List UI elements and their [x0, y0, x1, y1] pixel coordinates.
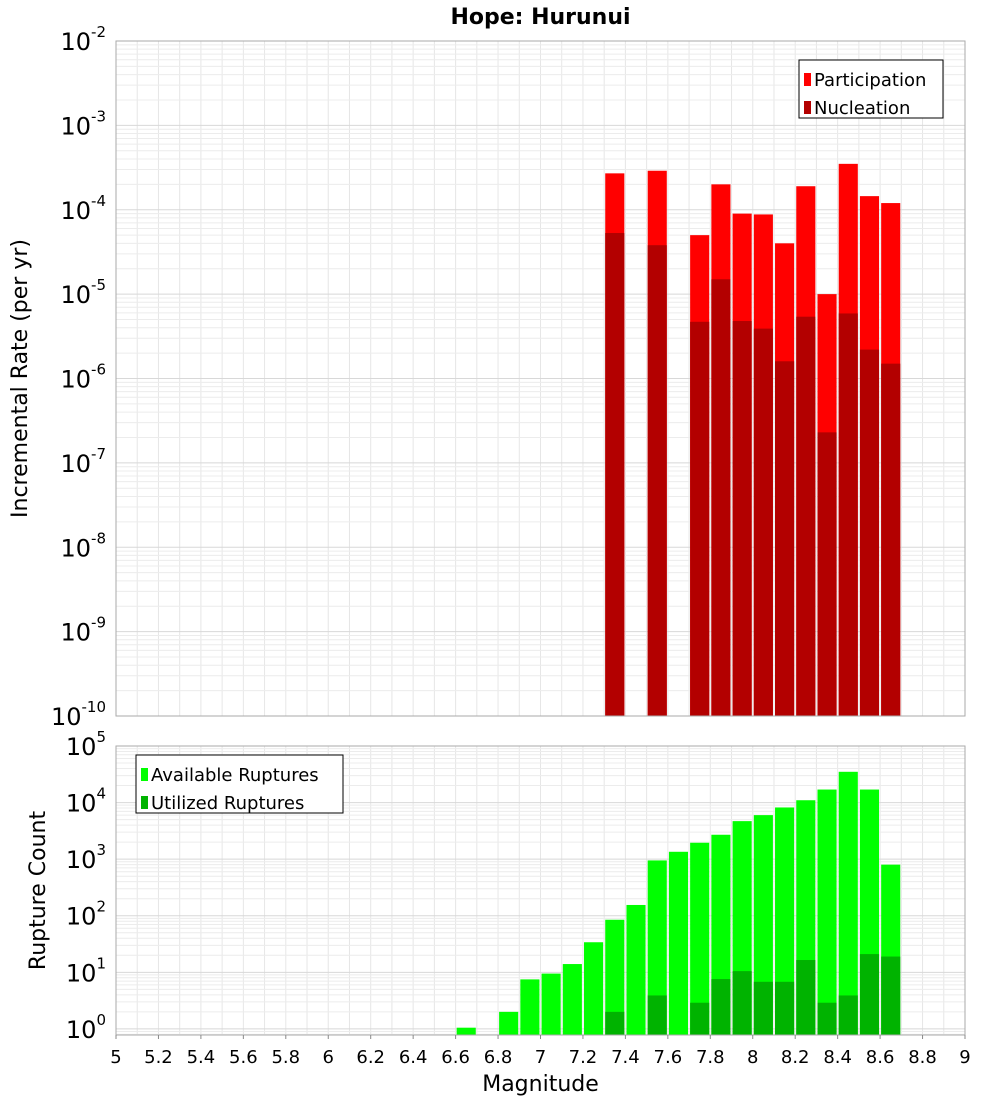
x-tick-label: 8.6 [866, 1047, 895, 1068]
bar-nucleation [881, 363, 901, 716]
legend-bottom-swatch [141, 796, 148, 809]
bar-nucleation [817, 432, 837, 716]
x-tick-label: 5 [110, 1047, 121, 1068]
bar-nucleation [605, 233, 625, 716]
y-axis-label: Rupture Count [26, 811, 51, 971]
y-tick-label: 101 [66, 954, 106, 987]
y-tick-label: 103 [66, 841, 106, 874]
y-tick-label: 10-2 [60, 23, 106, 56]
x-tick-label: 7 [535, 1047, 546, 1068]
bar-available-ruptures [520, 979, 540, 1035]
y-tick-label: 10-4 [60, 192, 106, 225]
x-axis-label: Magnitude [482, 1072, 599, 1097]
bar-utilized-ruptures [711, 979, 731, 1035]
bar-nucleation [647, 245, 667, 717]
bar-utilized-ruptures [605, 1011, 625, 1035]
bar-available-ruptures [541, 973, 561, 1035]
y-axis-label: Incremental Rate (per yr) [8, 239, 33, 518]
x-tick-label: 5.6 [229, 1047, 258, 1068]
legend-bottom-swatch [141, 768, 148, 781]
bar-available-ruptures [647, 860, 667, 1035]
y-tick-label: 100 [66, 1011, 106, 1044]
x-tick-label: 9 [959, 1047, 970, 1068]
bar-utilized-ruptures [775, 981, 795, 1035]
bar-available-ruptures [499, 1011, 519, 1035]
bar-utilized-ruptures [647, 995, 667, 1035]
legend-top-label: Nucleation [814, 98, 910, 119]
x-tick-label: 8.8 [908, 1047, 937, 1068]
bar-utilized-ruptures [838, 995, 858, 1035]
legend-top-swatch [804, 73, 811, 86]
y-tick-label: 10-8 [60, 529, 106, 562]
x-tick-label: 8.4 [823, 1047, 852, 1068]
bar-available-ruptures [562, 964, 582, 1035]
x-tick-label: 6.4 [399, 1047, 428, 1068]
bar-nucleation [838, 313, 858, 716]
bar-nucleation [753, 328, 773, 716]
bar-utilized-ruptures [796, 960, 816, 1035]
x-tick-label: 8.2 [781, 1047, 810, 1068]
bar-utilized-ruptures [859, 954, 880, 1035]
bar-available-ruptures [753, 815, 773, 1035]
y-tick-label: 10-10 [51, 698, 106, 731]
y-tick-label: 105 [66, 728, 106, 761]
bar-nucleation [711, 279, 731, 716]
y-tick-label: 10-6 [60, 361, 106, 394]
y-tick-label: 10-9 [60, 614, 106, 647]
x-tick-label: 6.8 [484, 1047, 513, 1068]
bar-available-ruptures [775, 807, 795, 1035]
bar-available-ruptures [626, 904, 646, 1035]
plot-frame-0 [115, 40, 966, 717]
x-tick-label: 5.8 [271, 1047, 300, 1068]
x-tick-label: 7.2 [569, 1047, 598, 1068]
x-tick-label: 6.2 [356, 1047, 385, 1068]
x-tick-label: 5.2 [144, 1047, 173, 1068]
bar-available-ruptures [456, 1027, 476, 1035]
y-tick-label: 10-7 [60, 445, 106, 478]
x-tick-label: 8 [747, 1047, 758, 1068]
x-tick-label: 7.8 [696, 1047, 725, 1068]
bar-nucleation [775, 361, 795, 716]
legend-top-box [798, 59, 944, 119]
bar-utilized-ruptures [881, 956, 901, 1035]
bar-utilized-ruptures [753, 981, 773, 1035]
bar-available-ruptures [690, 842, 710, 1035]
bar-nucleation [690, 321, 710, 716]
bar-available-ruptures [668, 851, 689, 1035]
x-tick-label: 7.4 [611, 1047, 640, 1068]
legend-top-label: Participation [814, 70, 926, 91]
bar-nucleation [796, 316, 816, 716]
bar-utilized-ruptures [690, 1002, 710, 1035]
legend-bottom-box [135, 754, 344, 814]
x-tick-label: 6 [323, 1047, 334, 1068]
chart-title: Hope: Hurunui [450, 5, 630, 30]
y-tick-label: 104 [66, 785, 106, 818]
x-tick-label: 6.6 [441, 1047, 470, 1068]
bar-available-ruptures [584, 942, 604, 1035]
y-tick-label: 102 [66, 898, 106, 931]
y-tick-label: 10-5 [60, 276, 106, 309]
bar-available-ruptures [817, 789, 837, 1035]
x-tick-label: 7.6 [654, 1047, 683, 1068]
x-tick-label: 5.4 [187, 1047, 216, 1068]
bar-nucleation [732, 321, 752, 716]
bar-available-ruptures [838, 771, 858, 1035]
legend-top-swatch [804, 101, 811, 114]
legend-bottom-label: Available Ruptures [151, 765, 319, 786]
bar-utilized-ruptures [817, 1002, 837, 1035]
bar-utilized-ruptures [732, 971, 752, 1035]
bar-available-ruptures [605, 919, 625, 1035]
bar-nucleation [859, 349, 880, 716]
y-tick-label: 10-3 [60, 107, 106, 140]
legend-bottom-label: Utilized Ruptures [151, 793, 304, 814]
